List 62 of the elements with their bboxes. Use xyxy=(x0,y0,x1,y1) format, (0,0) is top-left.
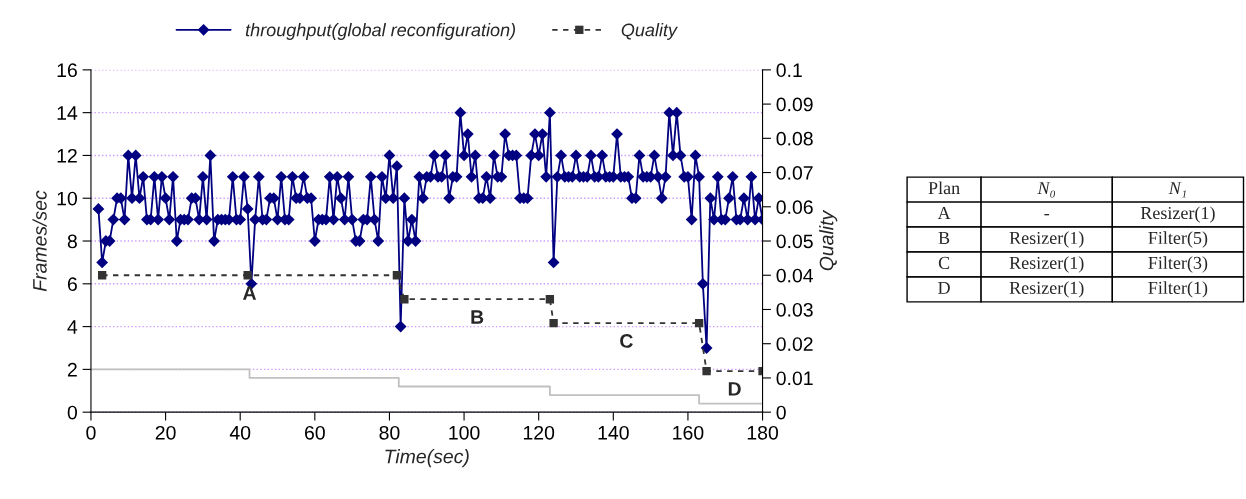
text: Resizer(1) xyxy=(1009,256,1084,273)
y-tick-label: 4 xyxy=(67,320,78,334)
text: A xyxy=(937,206,951,219)
x-tick-label: 140 xyxy=(598,425,629,440)
y-axis-title: Frames/sec xyxy=(32,190,47,292)
y-tick-label: 6 xyxy=(67,277,77,292)
y-tick-label: 0 xyxy=(67,405,77,420)
y2-tick-label: 0.09 xyxy=(776,97,813,112)
legend-label: throughput(global reconfiguration) xyxy=(245,23,516,40)
x-tick-label: 0 xyxy=(86,425,96,440)
text: C xyxy=(938,256,950,269)
x-tick-label: 40 xyxy=(229,425,251,440)
y2-tick-label: 0.06 xyxy=(776,200,813,215)
point xyxy=(243,271,252,280)
annotation: B xyxy=(471,310,484,324)
category-label: Plan xyxy=(928,181,960,195)
y2-tick-label: 0.08 xyxy=(776,131,813,146)
text: B xyxy=(938,232,950,244)
text: Filter(5) xyxy=(1148,231,1208,248)
y2-tick-label: 0.04 xyxy=(776,268,814,283)
point xyxy=(400,295,409,304)
point xyxy=(392,271,402,280)
annotation: D xyxy=(728,382,741,396)
point xyxy=(545,295,555,304)
y2-tick-label: 0.02 xyxy=(776,337,813,351)
y-tick-label: 10 xyxy=(57,191,78,206)
category-label: N₀ xyxy=(1037,182,1056,198)
point xyxy=(694,319,704,328)
x-tick-label: 120 xyxy=(523,425,555,440)
x-tick-label: 60 xyxy=(305,425,325,440)
y2-tick-label: 0.03 xyxy=(776,302,813,317)
y2-tick-label: 0.1 xyxy=(776,63,802,78)
x-tick-label: 80 xyxy=(379,425,400,440)
point xyxy=(702,366,711,376)
text: - xyxy=(1044,213,1050,216)
y2-tick-label: 0.05 xyxy=(776,234,813,249)
annotation: A xyxy=(242,286,257,300)
legend-label: Quality xyxy=(621,23,678,40)
text: Resizer(1) xyxy=(1140,206,1215,223)
y-tick-label: 16 xyxy=(57,63,77,78)
y-tick-label: 8 xyxy=(67,234,77,249)
text: Filter(1) xyxy=(1148,281,1208,298)
x-tick-label: 20 xyxy=(155,425,176,440)
x-axis-title: Time(sec) xyxy=(385,449,469,468)
y-tick-label: 12 xyxy=(57,148,77,163)
text: Filter(3) xyxy=(1148,256,1208,273)
y2-tick-label: 0.01 xyxy=(776,371,813,386)
text: Resizer(1) xyxy=(1009,231,1084,248)
y2-tick-label: 0 xyxy=(776,405,786,420)
x-tick-label: 180 xyxy=(747,425,779,440)
y2-axis-title: Quality xyxy=(819,209,838,271)
x-tick-label: 160 xyxy=(673,425,704,440)
y-tick-label: 2 xyxy=(67,362,77,377)
category-label: N₁ xyxy=(1168,182,1186,198)
text: D xyxy=(938,281,950,294)
point xyxy=(97,271,107,280)
text: Resizer(1) xyxy=(1009,281,1084,298)
y-tick-label: 14 xyxy=(57,106,78,120)
point xyxy=(549,319,558,328)
annotation: C xyxy=(620,334,633,348)
y2-tick-label: 0.07 xyxy=(776,166,813,180)
x-tick-label: 100 xyxy=(449,425,480,440)
